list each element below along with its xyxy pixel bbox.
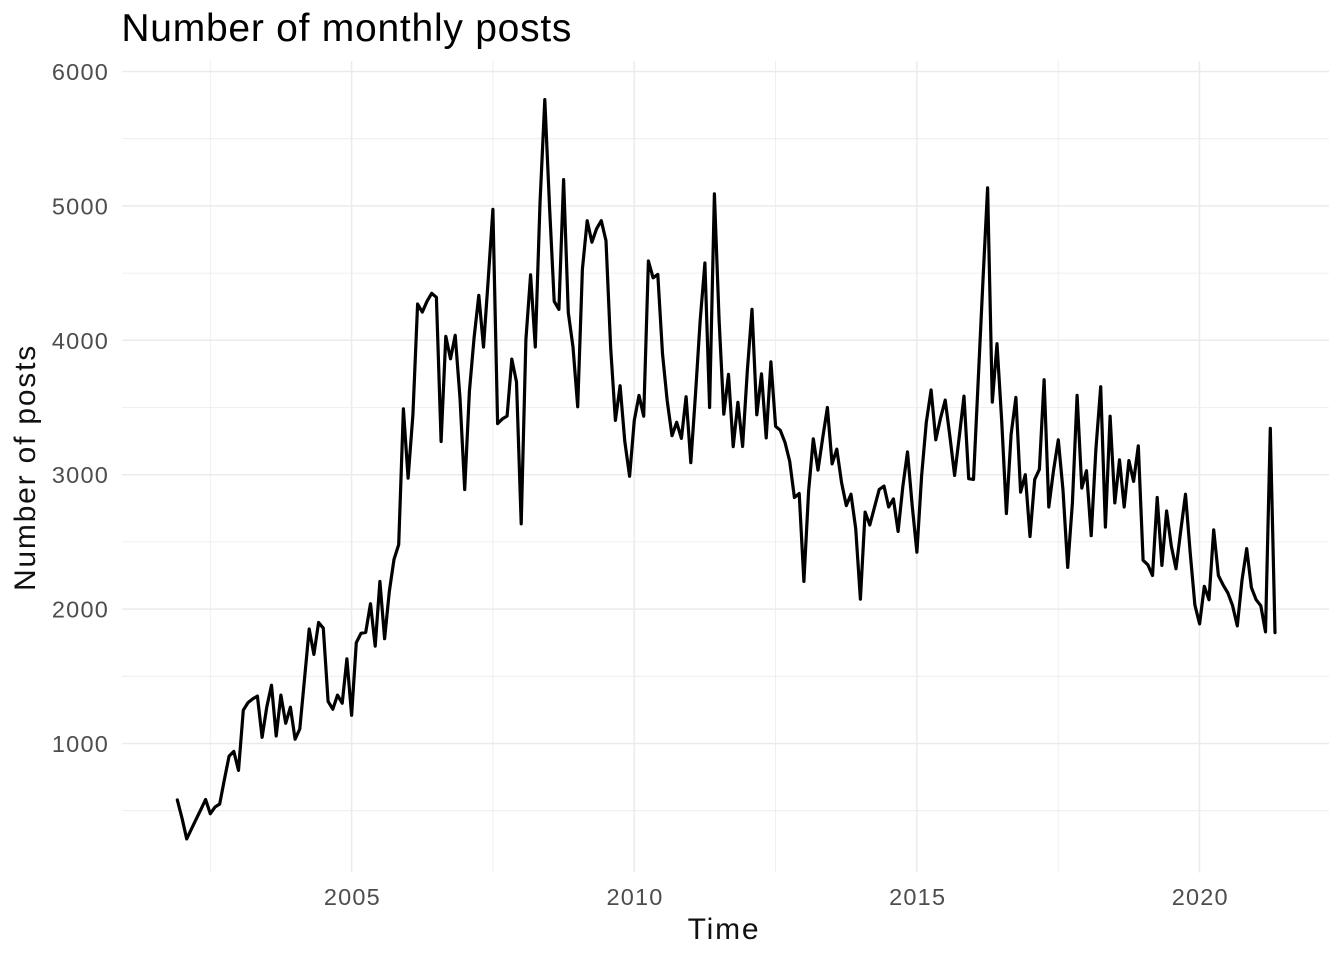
svg-text:6000: 6000 — [52, 59, 109, 85]
svg-text:Number of posts: Number of posts — [9, 344, 42, 591]
svg-text:1000: 1000 — [52, 731, 109, 757]
svg-text:Time: Time — [688, 913, 761, 946]
svg-text:3000: 3000 — [52, 462, 109, 488]
svg-text:5000: 5000 — [52, 193, 109, 219]
svg-text:Number of monthly posts: Number of monthly posts — [121, 7, 572, 50]
svg-text:2010: 2010 — [606, 884, 663, 910]
svg-text:2015: 2015 — [889, 884, 946, 910]
svg-text:2005: 2005 — [324, 884, 381, 910]
svg-text:2000: 2000 — [52, 597, 109, 623]
svg-text:4000: 4000 — [52, 328, 109, 354]
svg-text:2020: 2020 — [1172, 884, 1229, 910]
